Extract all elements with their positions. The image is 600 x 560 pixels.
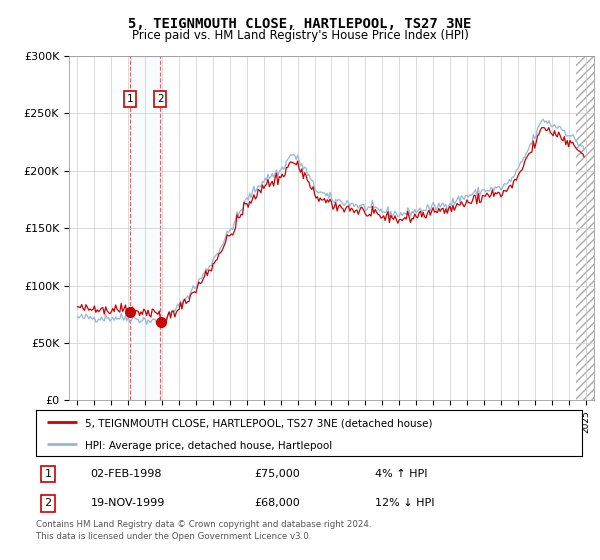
Text: 4% ↑ HPI: 4% ↑ HPI — [374, 469, 427, 479]
Text: £75,000: £75,000 — [254, 469, 300, 479]
Text: Contains HM Land Registry data © Crown copyright and database right 2024.: Contains HM Land Registry data © Crown c… — [36, 520, 371, 529]
Text: 5, TEIGNMOUTH CLOSE, HARTLEPOOL, TS27 3NE: 5, TEIGNMOUTH CLOSE, HARTLEPOOL, TS27 3N… — [128, 17, 472, 31]
Text: £68,000: £68,000 — [254, 498, 300, 508]
Text: Price paid vs. HM Land Registry's House Price Index (HPI): Price paid vs. HM Land Registry's House … — [131, 29, 469, 42]
Text: This data is licensed under the Open Government Licence v3.0.: This data is licensed under the Open Gov… — [36, 532, 311, 541]
Text: 2: 2 — [44, 498, 52, 508]
Text: 5, TEIGNMOUTH CLOSE, HARTLEPOOL, TS27 3NE (detached house): 5, TEIGNMOUTH CLOSE, HARTLEPOOL, TS27 3N… — [85, 419, 433, 429]
Text: 2: 2 — [157, 94, 163, 104]
Text: 02-FEB-1998: 02-FEB-1998 — [91, 469, 162, 479]
Text: 19-NOV-1999: 19-NOV-1999 — [91, 498, 165, 508]
Text: 1: 1 — [44, 469, 52, 479]
Text: HPI: Average price, detached house, Hartlepool: HPI: Average price, detached house, Hart… — [85, 441, 332, 451]
Bar — [576, 56, 594, 400]
Text: 12% ↓ HPI: 12% ↓ HPI — [374, 498, 434, 508]
Bar — [130, 56, 160, 400]
Text: 1: 1 — [127, 94, 133, 104]
Bar — [576, 56, 594, 400]
